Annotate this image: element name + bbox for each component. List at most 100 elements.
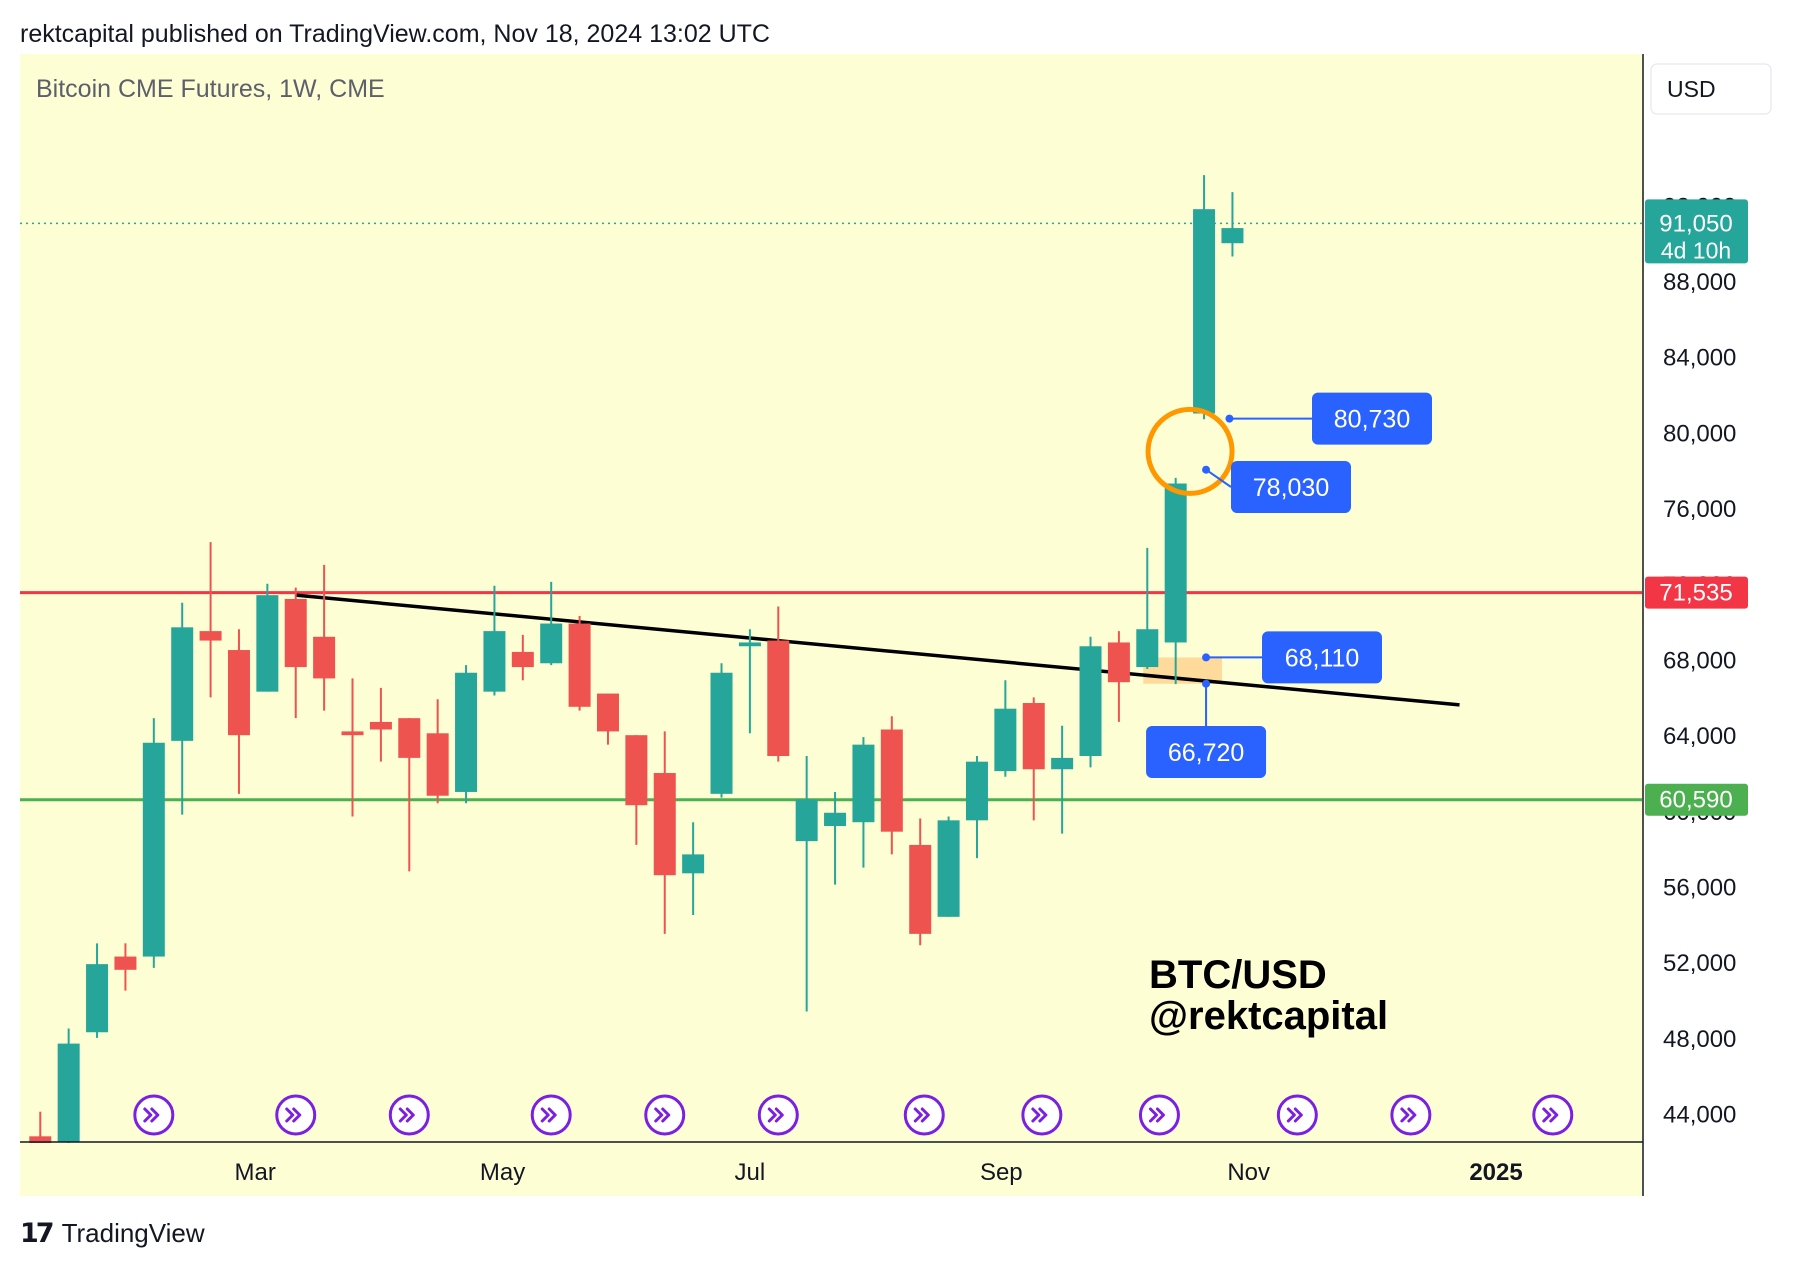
candle[interactable] bbox=[880, 716, 903, 855]
chart-pane[interactable] bbox=[20, 54, 1643, 1142]
candle[interactable] bbox=[682, 822, 705, 915]
candle[interactable] bbox=[937, 816, 960, 917]
event-marker-icon[interactable] bbox=[1021, 1094, 1063, 1136]
candle[interactable] bbox=[1136, 547, 1159, 669]
price-callout-66720-box[interactable] bbox=[1146, 726, 1267, 778]
candle[interactable] bbox=[965, 755, 988, 859]
candle[interactable] bbox=[568, 615, 591, 711]
candle-body bbox=[483, 631, 506, 692]
candle[interactable] bbox=[767, 606, 790, 762]
callout-anchor-dot bbox=[1202, 653, 1211, 662]
candle[interactable] bbox=[1079, 636, 1102, 768]
time-scale[interactable] bbox=[20, 1143, 1642, 1196]
price-chart[interactable]: 80,730 78,030 68,110 66,720 Mar May Jul Sep Nov… bbox=[0, 0, 1794, 1210]
x-tick-label: 2025 bbox=[1469, 1159, 1522, 1186]
event-marker-ring bbox=[757, 1094, 799, 1136]
publisher-line: rektcapital published on TradingView.com… bbox=[20, 20, 770, 48]
footer-brand[interactable]: TradingView bbox=[61, 1217, 205, 1248]
candle[interactable] bbox=[142, 718, 165, 968]
currency-button[interactable]: USD bbox=[1650, 63, 1772, 115]
y-tick-label: 52,000 bbox=[1663, 950, 1736, 977]
candle[interactable] bbox=[994, 680, 1017, 777]
event-marker-chevrons bbox=[1031, 1107, 1048, 1123]
descending-trendline[interactable] bbox=[295, 593, 1460, 707]
candle[interactable] bbox=[313, 564, 336, 711]
candle[interactable] bbox=[86, 943, 109, 1038]
candle[interactable] bbox=[114, 943, 137, 991]
candle[interactable] bbox=[852, 737, 875, 868]
candle[interactable] bbox=[625, 735, 648, 845]
event-marker-icon[interactable] bbox=[1390, 1094, 1432, 1136]
candle[interactable] bbox=[455, 665, 478, 804]
breakout-highlight-circle[interactable] bbox=[1145, 406, 1235, 496]
event-marker-ring bbox=[903, 1094, 945, 1136]
candle[interactable] bbox=[710, 663, 733, 798]
candle[interactable] bbox=[1193, 175, 1216, 420]
y-tick-label: 84,000 bbox=[1663, 345, 1736, 372]
candle-body bbox=[1051, 757, 1074, 770]
candle-body bbox=[426, 733, 449, 796]
y-tick-label: 56,000 bbox=[1663, 875, 1736, 902]
candle[interactable] bbox=[824, 791, 847, 885]
candle-body bbox=[880, 729, 903, 832]
candle-body bbox=[455, 672, 478, 792]
candle[interactable] bbox=[199, 542, 222, 698]
candle[interactable] bbox=[227, 629, 250, 794]
event-marker-icon[interactable] bbox=[275, 1094, 317, 1136]
candle-body bbox=[341, 731, 364, 736]
event-marker-icon[interactable] bbox=[1532, 1094, 1574, 1136]
resistance-price-label: 71,535 bbox=[1659, 580, 1732, 607]
candle[interactable] bbox=[540, 581, 563, 666]
event-marker-icon[interactable] bbox=[133, 1094, 175, 1136]
candle[interactable] bbox=[1221, 192, 1244, 257]
price-callout-80730-box[interactable] bbox=[1312, 392, 1432, 445]
candle-body bbox=[795, 799, 818, 842]
event-marker-ring bbox=[1138, 1094, 1180, 1136]
event-marker-chevrons bbox=[1286, 1107, 1303, 1123]
candle[interactable] bbox=[284, 587, 307, 719]
candle[interactable] bbox=[57, 1028, 80, 1152]
event-marker-icon[interactable] bbox=[644, 1094, 686, 1136]
candle[interactable] bbox=[653, 731, 676, 934]
y-tick-label: 76,000 bbox=[1663, 496, 1736, 523]
candle-body bbox=[767, 640, 790, 756]
candle[interactable] bbox=[171, 602, 194, 815]
event-marker-icon[interactable] bbox=[757, 1094, 799, 1136]
candle[interactable] bbox=[909, 818, 932, 946]
candle[interactable] bbox=[511, 634, 534, 681]
event-marker-icon[interactable] bbox=[530, 1094, 572, 1136]
candle-body bbox=[909, 844, 932, 934]
event-marker-icon[interactable] bbox=[388, 1094, 430, 1136]
candle[interactable] bbox=[369, 687, 392, 762]
candle[interactable] bbox=[596, 693, 619, 745]
candle-body bbox=[568, 623, 591, 707]
event-marker-icon[interactable] bbox=[1276, 1094, 1318, 1136]
candle[interactable] bbox=[341, 678, 364, 817]
candle[interactable] bbox=[398, 718, 421, 872]
event-marker-icon[interactable] bbox=[1138, 1094, 1180, 1136]
candle[interactable] bbox=[426, 699, 449, 804]
candle-body bbox=[1164, 483, 1187, 643]
candle[interactable] bbox=[256, 583, 279, 692]
candle[interactable] bbox=[1107, 631, 1130, 722]
price-callout-66720-label: 66,720 bbox=[1168, 739, 1244, 767]
candle-body bbox=[1022, 703, 1045, 770]
candle[interactable] bbox=[795, 755, 818, 1012]
candle-body bbox=[29, 1136, 52, 1146]
event-marker-chevrons bbox=[540, 1107, 557, 1123]
candle[interactable] bbox=[738, 629, 761, 734]
event-marker-icon[interactable] bbox=[903, 1094, 945, 1136]
candle[interactable] bbox=[1051, 725, 1074, 834]
support-price-tag bbox=[1645, 783, 1748, 816]
y-tick-label: 44,000 bbox=[1663, 1102, 1736, 1129]
candle[interactable] bbox=[1164, 477, 1187, 685]
price-callout-78030-box[interactable] bbox=[1231, 461, 1351, 513]
candle[interactable] bbox=[1022, 697, 1045, 821]
resistance-price-tag bbox=[1645, 576, 1748, 609]
price-callout-80730-label: 80,730 bbox=[1334, 406, 1410, 434]
callout-anchor-dot bbox=[1202, 465, 1211, 474]
y-tick-label: 88,000 bbox=[1663, 269, 1736, 296]
candle[interactable] bbox=[483, 585, 506, 696]
event-marker-chevrons bbox=[143, 1107, 160, 1123]
price-callout-68110-box[interactable] bbox=[1262, 631, 1382, 684]
